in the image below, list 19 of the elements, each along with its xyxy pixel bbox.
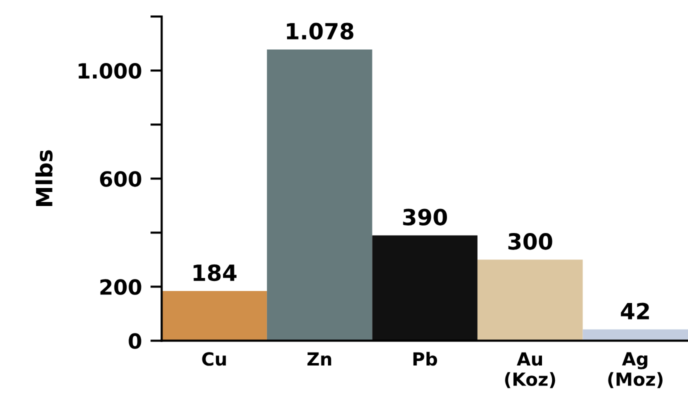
bar [266,49,372,341]
x-tick-label: Pb [413,352,438,366]
data-label: 42 [620,302,649,320]
bar [372,235,478,341]
data-label: 300 [508,233,552,250]
data-label: 184 [194,264,236,282]
x-tick-label: Au (Koz) [505,352,556,388]
x-tick-label: Cu [202,352,226,366]
data-label: 390 [403,208,447,226]
bar [477,260,583,341]
x-tick-label: Ag (Moz) [608,352,663,388]
y-tick-label: 0 [128,333,142,349]
x-tick-label: Zn [307,352,332,366]
bar [162,291,267,341]
data-label: 1.078 [286,22,354,40]
y-axis-title: Mlbs [35,150,53,206]
y-tick-label: 1.000 [78,63,142,79]
y-tick-label: 600 [100,171,142,187]
y-tick-label: 200 [100,279,142,295]
